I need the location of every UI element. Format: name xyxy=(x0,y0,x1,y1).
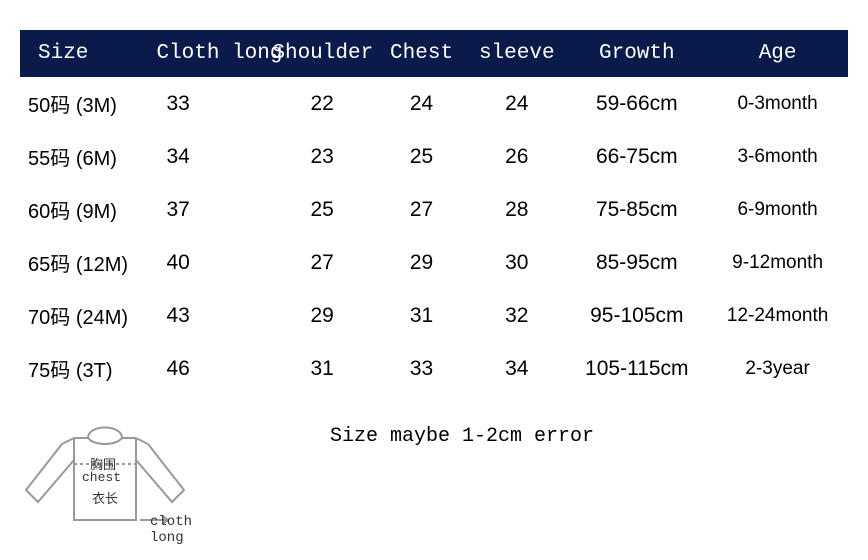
cell-cloth-long: 40 xyxy=(152,236,268,289)
cell-chest: 29 xyxy=(376,236,467,289)
col-header-growth: Growth xyxy=(566,30,707,77)
cell-age: 6-9month xyxy=(707,183,848,236)
cell-sleeve: 28 xyxy=(467,183,566,236)
cell-cloth-long: 37 xyxy=(152,183,268,236)
table-row: 55码 (6M)3423252666-75cm3-6month xyxy=(20,130,848,183)
cell-cloth-long: 34 xyxy=(152,130,268,183)
cell-growth: 75-85cm xyxy=(566,183,707,236)
cell-age: 0-3month xyxy=(707,77,848,130)
cell-shoulder: 27 xyxy=(268,236,376,289)
cell-growth: 85-95cm xyxy=(566,236,707,289)
col-header-age: Age xyxy=(707,30,848,77)
cell-size: 75码 (3T) xyxy=(20,342,152,395)
size-error-note: Size maybe 1-2cm error xyxy=(330,425,594,448)
table-row: 75码 (3T)46313334105-115cm2-3year xyxy=(20,342,848,395)
table-row: 70码 (24M)4329313295-105cm12-24month xyxy=(20,289,848,342)
cell-age: 12-24month xyxy=(707,289,848,342)
cell-sleeve: 26 xyxy=(467,130,566,183)
table-row: 60码 (9M)3725272875-85cm6-9month xyxy=(20,183,848,236)
col-header-shoulder: Shoulder xyxy=(268,30,376,77)
cell-sleeve: 24 xyxy=(467,77,566,130)
cell-size: 50码 (3M) xyxy=(20,77,152,130)
size-chart-table: Size Cloth long Shoulder Chest sleeve Gr… xyxy=(20,30,848,395)
cell-age: 3-6month xyxy=(707,130,848,183)
cell-size: 70码 (24M) xyxy=(20,289,152,342)
cell-sleeve: 32 xyxy=(467,289,566,342)
cell-growth: 59-66cm xyxy=(566,77,707,130)
cell-chest: 31 xyxy=(376,289,467,342)
cell-chest: 27 xyxy=(376,183,467,236)
cell-chest: 33 xyxy=(376,342,467,395)
table-row: 65码 (12M)4027293085-95cm9-12month xyxy=(20,236,848,289)
table-header-row: Size Cloth long Shoulder Chest sleeve Gr… xyxy=(20,30,848,77)
cell-size: 65码 (12M) xyxy=(20,236,152,289)
cell-sleeve: 30 xyxy=(467,236,566,289)
cell-sleeve: 34 xyxy=(467,342,566,395)
table-body: 50码 (3M)3322242459-66cm0-3month55码 (6M)3… xyxy=(20,77,848,395)
cell-cloth-long: 33 xyxy=(152,77,268,130)
cell-shoulder: 29 xyxy=(268,289,376,342)
cell-age: 2-3year xyxy=(707,342,848,395)
cell-age: 9-12month xyxy=(707,236,848,289)
col-header-cloth-long: Cloth long xyxy=(152,30,268,77)
shirt-diagram: 胸围 chest 衣长 cloth long xyxy=(18,410,218,540)
col-header-chest: Chest xyxy=(376,30,467,77)
col-header-sleeve: sleeve xyxy=(467,30,566,77)
diagram-label-chest-en: chest xyxy=(82,470,121,485)
diagram-label-clothlong-en: cloth long xyxy=(150,514,218,546)
cell-chest: 25 xyxy=(376,130,467,183)
cell-shoulder: 22 xyxy=(268,77,376,130)
cell-shoulder: 31 xyxy=(268,342,376,395)
cell-growth: 105-115cm xyxy=(566,342,707,395)
col-header-size: Size xyxy=(20,30,152,77)
cell-size: 60码 (9M) xyxy=(20,183,152,236)
cell-cloth-long: 46 xyxy=(152,342,268,395)
diagram-label-clothlong-cn: 衣长 xyxy=(92,488,118,507)
cell-shoulder: 25 xyxy=(268,183,376,236)
cell-cloth-long: 43 xyxy=(152,289,268,342)
table-row: 50码 (3M)3322242459-66cm0-3month xyxy=(20,77,848,130)
cell-size: 55码 (6M) xyxy=(20,130,152,183)
cell-shoulder: 23 xyxy=(268,130,376,183)
cell-growth: 95-105cm xyxy=(566,289,707,342)
cell-growth: 66-75cm xyxy=(566,130,707,183)
cell-chest: 24 xyxy=(376,77,467,130)
